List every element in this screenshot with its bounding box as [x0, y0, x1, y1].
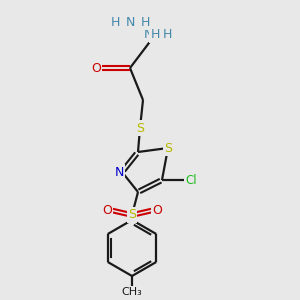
Text: N: N	[143, 28, 153, 40]
Text: O: O	[152, 203, 162, 217]
Text: S: S	[128, 208, 136, 221]
Text: CH₃: CH₃	[122, 287, 142, 297]
Text: H: H	[110, 16, 120, 28]
Text: H: H	[155, 28, 165, 40]
Text: S: S	[164, 142, 172, 154]
Text: H: H	[162, 28, 172, 40]
Text: S: S	[136, 122, 144, 134]
Text: N: N	[125, 16, 135, 28]
Text: H: H	[150, 28, 160, 41]
Text: O: O	[102, 203, 112, 217]
Text: O: O	[91, 61, 101, 74]
Text: Cl: Cl	[185, 173, 197, 187]
Text: N: N	[114, 166, 124, 178]
Text: H: H	[140, 16, 150, 28]
